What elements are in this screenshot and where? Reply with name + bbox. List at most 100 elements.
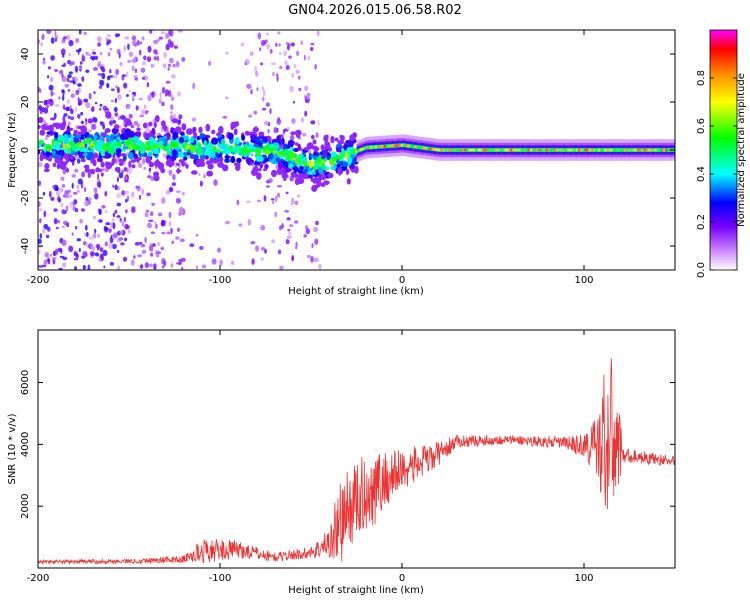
spectrogram-scatter-mark	[62, 225, 65, 229]
spectrogram-scatter-mark	[93, 55, 99, 60]
spectrogram-scatter-mark	[75, 225, 78, 230]
spectrogram-scatter-mark	[125, 209, 128, 214]
spectrogram-scatter-mark	[85, 118, 88, 122]
colorbar-label: Normalized spectral amplitude	[736, 73, 747, 227]
spectrogram-scatter-mark	[81, 171, 86, 178]
spectrogram-ridge-mark	[235, 136, 240, 145]
spectrogram-scatter-mark	[81, 55, 86, 62]
spectrogram-ridge-mark	[255, 136, 261, 143]
spectrogram-ridge-mark	[93, 135, 98, 140]
spectrogram-ridge-mark	[153, 171, 160, 177]
spectrogram-scatter-mark	[178, 211, 182, 217]
spectrogram-scatter-mark	[267, 129, 270, 134]
spectrogram-scatter-mark	[171, 182, 176, 187]
spectrogram-ridge-mark	[136, 127, 141, 131]
spectrogram-ridge-mark	[154, 115, 160, 123]
spectrogram-ridge-mark	[88, 145, 94, 149]
spectrogram-scatter-mark	[291, 118, 296, 124]
spectrogram-scatter-mark	[65, 205, 69, 211]
spectrogram-scatter-mark	[50, 55, 55, 61]
spectrogram-scatter-mark	[38, 162, 43, 168]
spectrogram-scatter-mark	[125, 198, 128, 203]
spectrogram-ridge-mark	[263, 168, 267, 172]
spectrogram-ridge-mark	[144, 132, 152, 139]
spectrogram-core-mark	[560, 148, 564, 152]
spectrogram-scatter-mark	[74, 65, 79, 73]
spectrogram-scatter-mark	[71, 174, 77, 178]
spectrogram-ridge-mark	[215, 151, 223, 158]
spectrogram-ridge-mark	[311, 185, 318, 192]
spectrogram-scatter-mark	[213, 179, 218, 186]
spectrogram-core-mark	[608, 148, 612, 152]
spectrogram-scatter-mark	[55, 191, 61, 197]
spectrogram-ridge-mark	[136, 157, 142, 161]
spectrogram-ridge-mark	[181, 123, 187, 131]
spectrogram-ridge-mark	[109, 120, 113, 126]
spectrogram-scatter-mark	[107, 34, 111, 37]
spectrogram-ridge-mark	[271, 169, 277, 178]
spectrogram-ridge-mark	[277, 161, 284, 170]
spectrogram-scatter-mark	[74, 76, 78, 82]
spectrogram-ridge-mark	[96, 157, 103, 163]
colorbar-ticks: 0.0 0.2 0.4 0.6 0.8	[696, 70, 737, 278]
spectrogram-core-mark	[444, 148, 448, 152]
spectrogram-ridge-mark	[51, 150, 56, 155]
spectrogram-ridge-mark	[317, 157, 322, 164]
spectrogram-ridge-mark	[342, 161, 349, 168]
spectrogram-scatter-mark	[199, 245, 204, 250]
spectrogram-ridge-mark	[95, 167, 101, 173]
spectrogram-ridge-mark	[260, 156, 264, 162]
spectrogram-ridge-mark	[74, 134, 82, 139]
spectrogram-scatter-mark	[97, 42, 101, 47]
spectrogram-x-tick-label: 0	[399, 275, 405, 286]
spectrogram-scatter-mark	[126, 94, 129, 97]
snr-y-axis-label: SNR (10 * v/v)	[7, 413, 18, 484]
spectrogram-scatter-mark	[56, 219, 60, 224]
spectrogram-scatter-mark	[317, 119, 320, 126]
spectrogram-scatter-mark	[238, 223, 243, 227]
spectrogram-ridge-mark	[236, 157, 242, 163]
spectrogram-scatter-mark	[284, 60, 288, 65]
spectrogram-scatter-mark	[158, 98, 162, 104]
spectrogram-scatter-mark	[67, 121, 71, 126]
spectrogram-scatter-mark	[250, 241, 256, 245]
spectrogram-scatter-mark	[123, 82, 128, 89]
spectrogram-scatter-mark	[181, 56, 186, 62]
spectrogram-scatter-mark	[127, 167, 133, 174]
spectrogram-ridge-mark	[314, 162, 319, 170]
spectrogram-scatter-mark	[143, 104, 147, 110]
spectrogram-ridge-mark	[66, 147, 72, 155]
spectrogram-scatter-mark	[88, 236, 94, 240]
spectrogram-scatter-mark	[39, 88, 42, 93]
spectrogram-scatter-mark	[307, 55, 311, 61]
spectrogram-scatter-mark	[144, 236, 147, 244]
spectrogram-ridge-mark	[105, 134, 111, 139]
spectrogram-scatter-mark	[146, 192, 151, 197]
spectrogram-scatter-mark	[295, 245, 298, 250]
spectrogram-core-mark	[479, 148, 483, 152]
spectrogram-ridge-mark	[346, 140, 354, 148]
spectrogram-ridge-mark	[71, 144, 77, 152]
spectrogram-scatter-mark	[293, 63, 297, 69]
spectrogram-scatter-mark	[65, 222, 69, 226]
spectrogram-ridge-mark	[116, 142, 122, 147]
spectrogram-ridge-mark	[167, 158, 172, 163]
spectrogram-scatter-mark	[132, 94, 135, 100]
spectrogram-scatter-mark	[251, 153, 254, 157]
spectrogram-core-mark	[584, 148, 588, 152]
spectrogram-scatter-mark	[121, 74, 125, 81]
spectrogram-ridge-mark	[105, 161, 113, 170]
spectrogram-ridge-mark	[153, 121, 157, 128]
spectrogram-core-mark	[597, 148, 601, 152]
spectrogram-x-tick-label: -200	[27, 275, 50, 286]
spectrogram-scatter-mark	[142, 158, 146, 165]
spectrogram-ridge-mark	[87, 151, 94, 158]
spectrogram-core-mark	[468, 148, 472, 152]
spectrogram-core-mark	[544, 148, 549, 152]
spectrogram-scatter-mark	[138, 97, 143, 101]
spectrogram-scatter-mark	[99, 107, 102, 111]
spectrogram-scatter-mark	[170, 263, 173, 268]
spectrogram-core-mark	[501, 148, 505, 152]
